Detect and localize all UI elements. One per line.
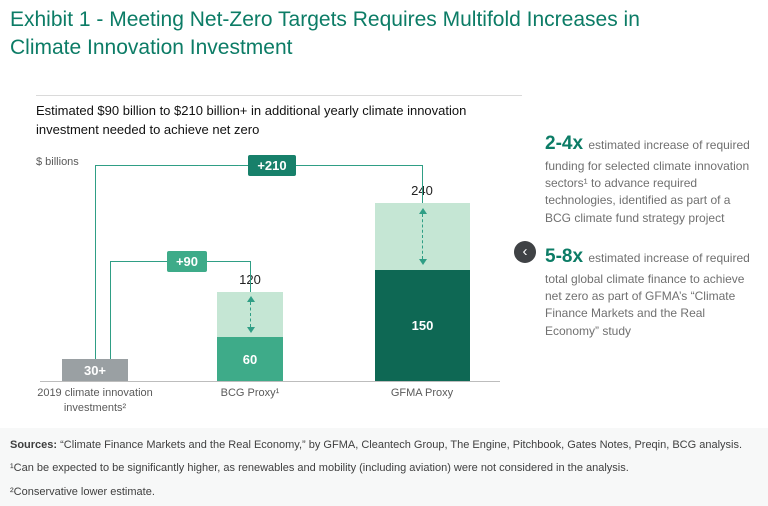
- increase-arrow-bcg: [246, 296, 255, 333]
- stat-block-2-4x: 2-4x estimated increase of required fund…: [545, 130, 757, 227]
- sources-label: Sources:: [10, 439, 58, 451]
- annotation-210-vline-right: [422, 165, 423, 203]
- arrow-up-icon: [246, 296, 255, 302]
- page-title: Exhibit 1 - Meeting Net-Zero Targets Req…: [10, 8, 640, 60]
- arrow-down-icon: [246, 327, 255, 333]
- bar-2019-investments: 30+: [62, 359, 128, 381]
- footer-notes: Sources: “Climate Finance Markets and th…: [0, 428, 768, 506]
- arrow-down-icon: [418, 259, 427, 265]
- key-stats-panel: 2-4x estimated increase of required fund…: [545, 130, 757, 356]
- x-axis-line: [40, 381, 500, 382]
- stat-value-5-8x: 5-8x: [545, 246, 584, 268]
- stat-value-2-4x: 2-4x: [545, 133, 584, 154]
- increase-arrow-gfma: [418, 208, 427, 265]
- stat-block-5-8x: 5-8x estimated increase of required tota…: [545, 243, 757, 340]
- stat-description-2-4x: estimated increase of required funding f…: [545, 138, 750, 225]
- category-label-bcg: BCG Proxy¹: [220, 387, 280, 399]
- annotation-210-vline-left: [95, 165, 96, 359]
- bar-segment-bcg-base: 60: [217, 337, 283, 381]
- total-label-bcg: 120: [220, 272, 280, 287]
- bar-segment-2019-base: 30+: [62, 359, 128, 381]
- annotation-90-vline-left: [110, 261, 111, 359]
- arrow-dashed-line: [422, 214, 423, 259]
- bar-segment-gfma-base: 150: [375, 270, 470, 381]
- arrow-up-icon: [418, 208, 427, 214]
- footnote-1: ¹Can be expected to be significantly hig…: [10, 462, 629, 475]
- bar-value-label-bcg: 60: [242, 351, 258, 367]
- total-label-gfma: 240: [392, 183, 452, 198]
- annotation-90-badge: +90: [167, 251, 207, 272]
- annotation-210-badge: +210: [248, 155, 296, 176]
- bar-chart: +210 +90 30+ 60 150: [36, 150, 528, 414]
- chevron-left-icon: ‹: [522, 242, 528, 260]
- carousel-prev-button[interactable]: ‹: [514, 241, 536, 263]
- sources-text: “Climate Finance Markets and the Real Ec…: [60, 439, 743, 451]
- sources-line: Sources: “Climate Finance Markets and th…: [10, 438, 758, 452]
- bar-value-label-2019: 30+: [83, 362, 107, 378]
- footnote-2: ²Conservative lower estimate.: [10, 485, 155, 498]
- bar-value-label-gfma: 150: [411, 318, 434, 333]
- header-divider: [36, 95, 522, 96]
- annotation-90-vline-right: [250, 261, 251, 292]
- category-label-2019: 2019 climate innovation investments²: [37, 387, 153, 414]
- stat-description-5-8x: estimated increase of required total glo…: [545, 251, 750, 338]
- category-label-gfma: GFMA Proxy: [390, 387, 454, 399]
- y-axis-unit-label: $ billions: [36, 156, 79, 168]
- arrow-dashed-line: [250, 302, 251, 327]
- chart-subtitle: Estimated $90 billion to $210 billion+ i…: [36, 103, 467, 137]
